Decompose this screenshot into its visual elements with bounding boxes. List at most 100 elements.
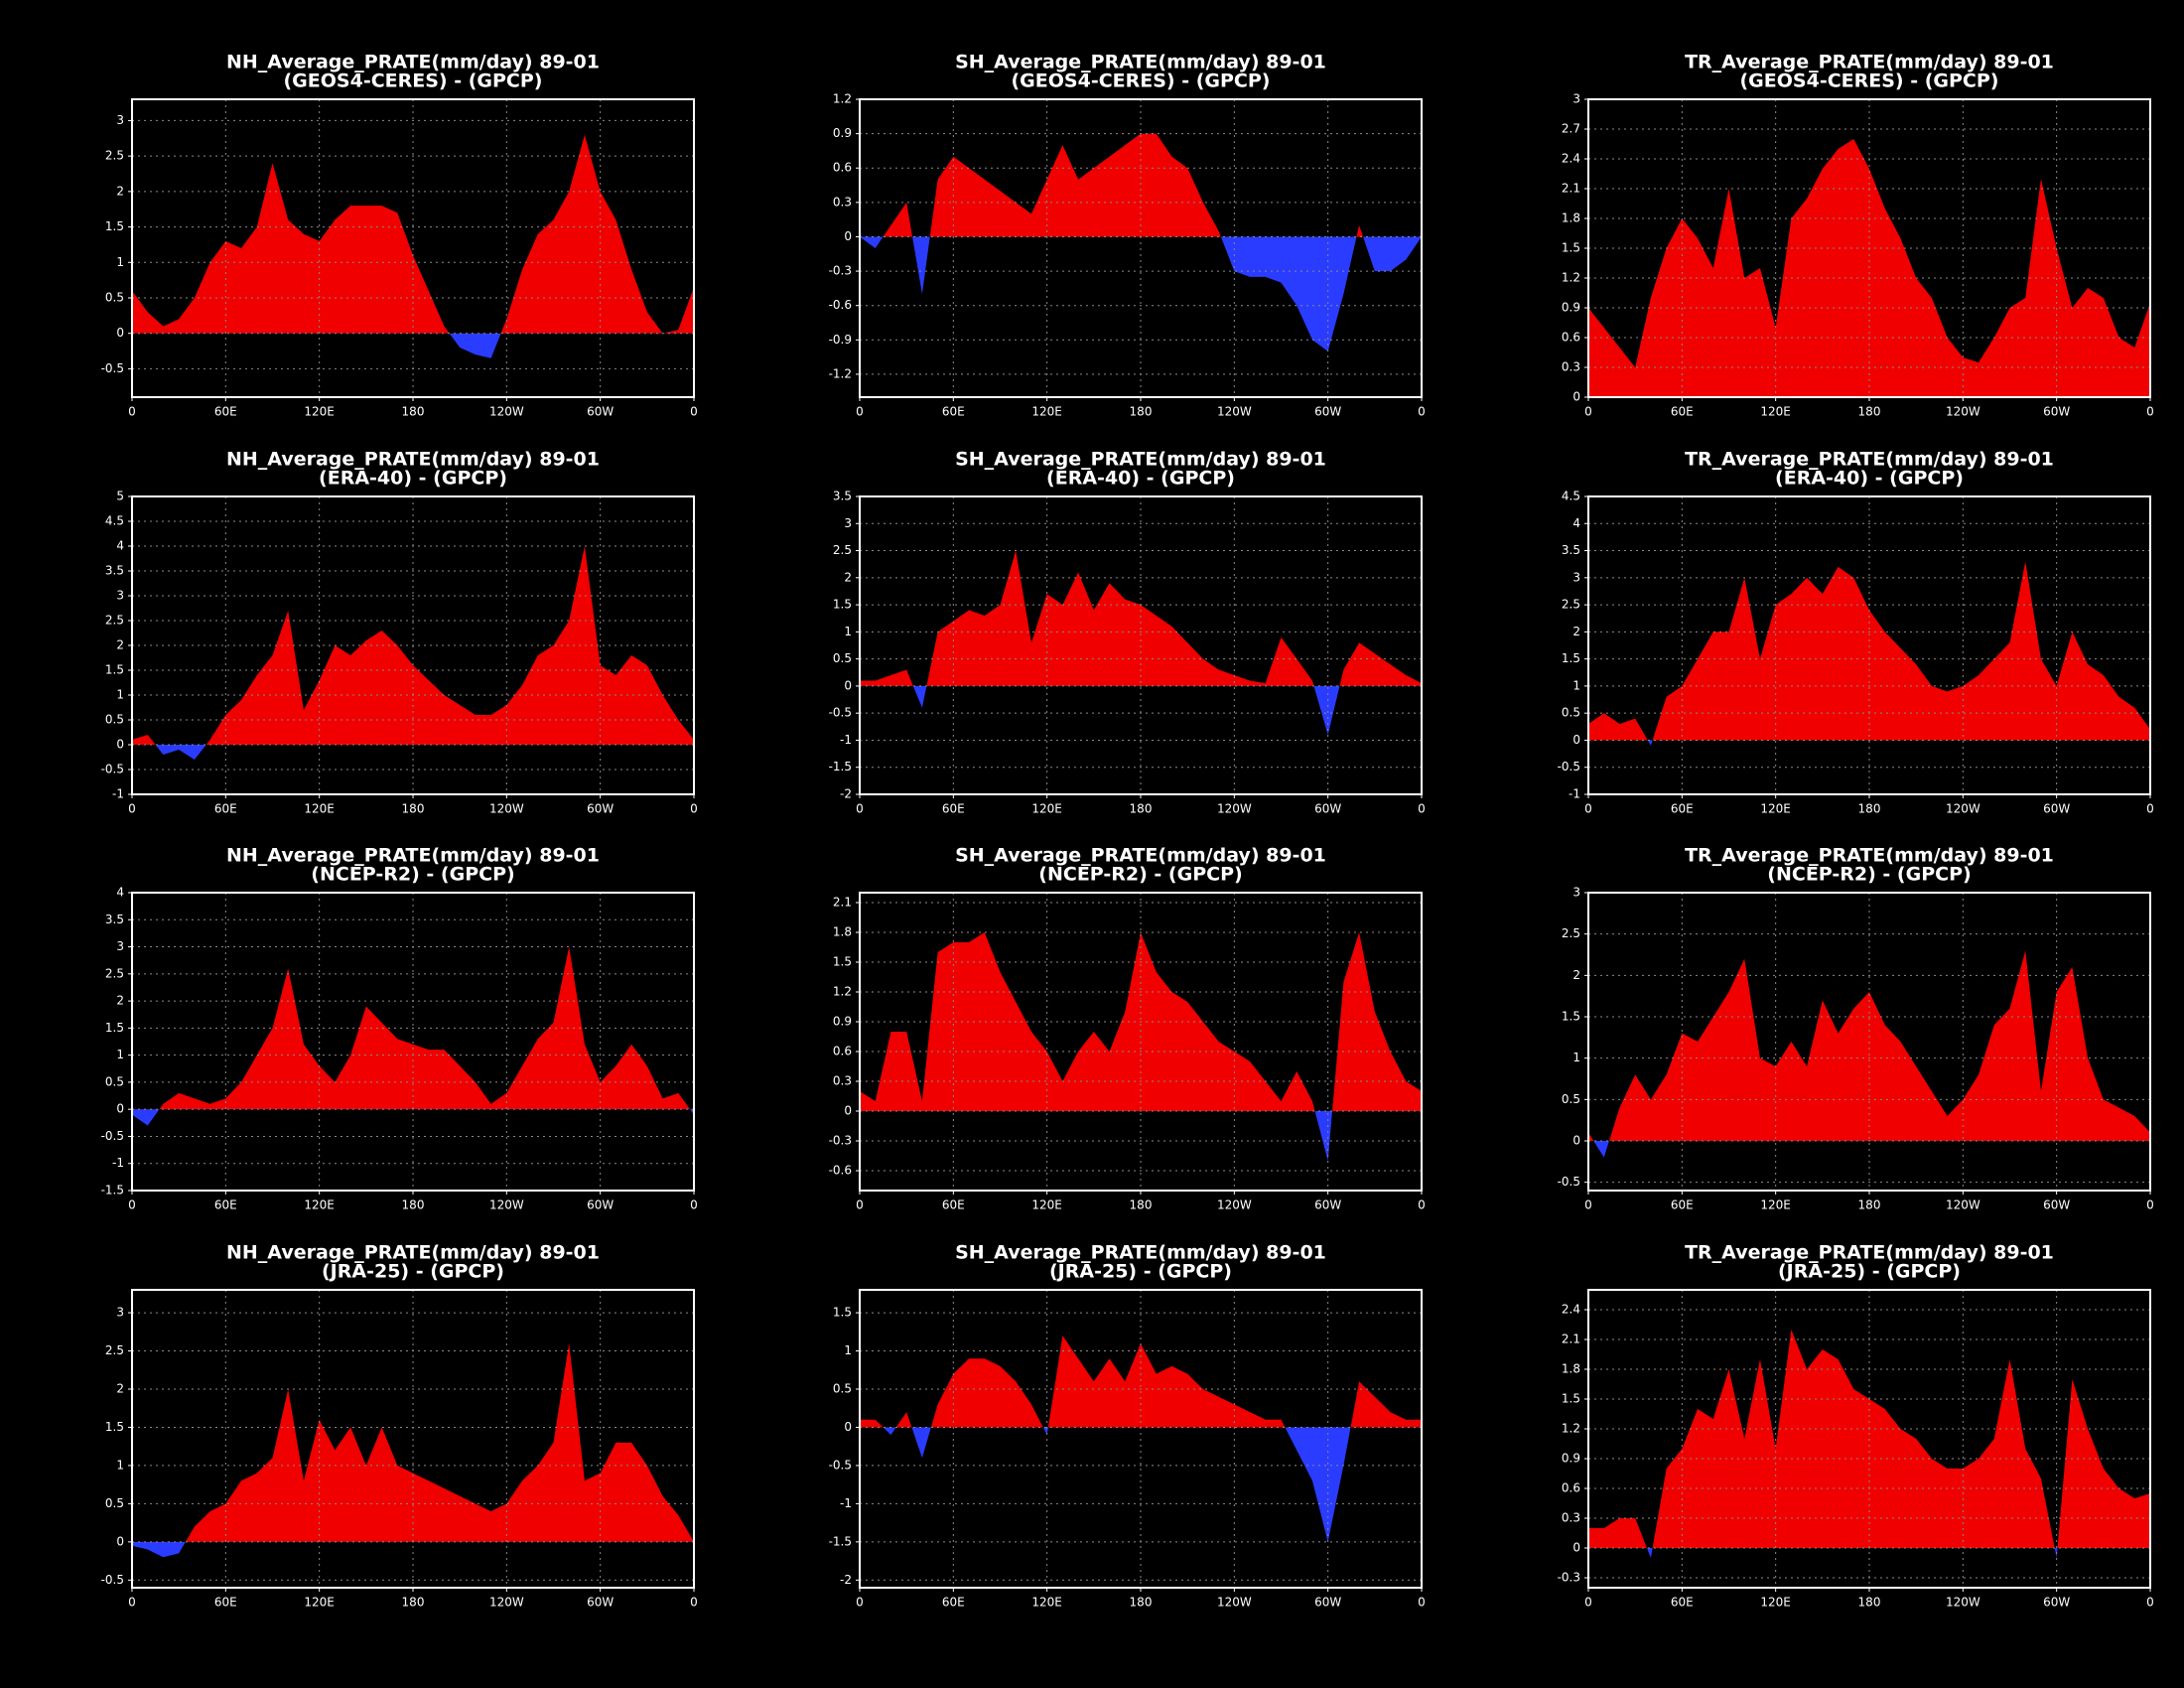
y-tick-label: 1.5 bbox=[1562, 651, 1580, 665]
x-tick-label: 120W bbox=[1217, 1198, 1252, 1212]
panel: TR_Average_PRATE(mm/day) 89-01(ERA-40) -… bbox=[1558, 449, 2154, 816]
x-tick-label: 60E bbox=[1671, 802, 1694, 816]
y-tick-label: 2 bbox=[1572, 625, 1580, 638]
x-tick-label: 0 bbox=[856, 1596, 864, 1610]
positive-area bbox=[1588, 561, 2150, 741]
chart-subtitle: (JRA-25) - (GPCP) bbox=[322, 1261, 504, 1283]
x-tick-label: 0 bbox=[856, 405, 864, 419]
y-tick-label: -0.5 bbox=[1558, 760, 1580, 774]
x-tick-label: 120E bbox=[1031, 1198, 1062, 1212]
x-tick-label: 0 bbox=[2146, 1198, 2154, 1212]
y-tick-label: 1.5 bbox=[1562, 1392, 1580, 1406]
y-tick-label: 2 bbox=[1572, 968, 1580, 982]
y-tick-label: 0 bbox=[1572, 1134, 1580, 1148]
x-tick-label: 120E bbox=[1031, 802, 1062, 816]
x-tick-label: 60E bbox=[1671, 1198, 1694, 1212]
y-tick-label: 0.5 bbox=[105, 1496, 124, 1510]
plot-frame bbox=[131, 495, 695, 795]
y-tick-label: 1 bbox=[116, 1458, 124, 1472]
y-tick-label: -0.6 bbox=[829, 298, 852, 312]
y-tick-label: 0.5 bbox=[833, 1382, 852, 1396]
x-tick-label: 180 bbox=[402, 1198, 425, 1212]
panel: SH_Average_PRATE(mm/day) 89-01(ERA-40) -… bbox=[829, 449, 1426, 816]
positive-area bbox=[132, 546, 694, 745]
x-tick-label: 0 bbox=[2146, 1596, 2154, 1610]
positive-area bbox=[132, 946, 694, 1110]
x-tick-label: 60E bbox=[942, 802, 965, 816]
y-tick-label: 1.2 bbox=[833, 92, 852, 106]
y-tick-label: 2 bbox=[844, 570, 852, 584]
y-tick-label: -2 bbox=[840, 1573, 852, 1587]
x-tick-label: 0 bbox=[1418, 802, 1426, 816]
y-tick-label: -0.5 bbox=[829, 706, 852, 720]
x-tick-label: 120W bbox=[1946, 1596, 1980, 1610]
chart-title: TR_Average_PRATE(mm/day) 89-01 bbox=[1685, 449, 2054, 471]
x-tick-label: 60W bbox=[1314, 1596, 1341, 1610]
y-tick-label: 3 bbox=[116, 589, 124, 603]
y-tick-label: 1.5 bbox=[105, 1021, 124, 1035]
y-tick-label: 2.4 bbox=[1562, 1303, 1580, 1317]
y-tick-label: 4.5 bbox=[1562, 490, 1580, 503]
y-tick-label: -0.9 bbox=[829, 333, 852, 347]
y-tick-label: 1.8 bbox=[1562, 211, 1580, 225]
negative-area bbox=[860, 236, 1422, 352]
y-tick-label: -1 bbox=[840, 733, 852, 747]
chart-subtitle: (GEOS4-CERES) - (GPCP) bbox=[1012, 70, 1271, 92]
y-tick-label: 3 bbox=[116, 939, 124, 953]
y-tick-label: -1.5 bbox=[101, 1184, 124, 1197]
chart-subtitle: (GEOS4-CERES) - (GPCP) bbox=[1740, 70, 1999, 92]
x-tick-label: 120W bbox=[489, 1198, 524, 1212]
x-tick-label: 60E bbox=[942, 1596, 965, 1610]
y-tick-label: 0.5 bbox=[105, 1074, 124, 1088]
x-tick-label: 180 bbox=[402, 405, 425, 419]
x-tick-label: 120W bbox=[1217, 1596, 1252, 1610]
y-tick-label: 3.5 bbox=[833, 490, 852, 503]
y-tick-label: 1.5 bbox=[833, 1306, 852, 1320]
panel: SH_Average_PRATE(mm/day) 89-01(NCEP-R2) … bbox=[829, 845, 1426, 1212]
y-tick-label: 4 bbox=[1572, 516, 1580, 530]
x-tick-label: 120W bbox=[1946, 405, 1980, 419]
y-tick-label: 2.5 bbox=[105, 1343, 124, 1357]
x-tick-label: 60W bbox=[587, 1198, 614, 1212]
plot-frame bbox=[859, 1289, 1423, 1589]
y-tick-label: 3 bbox=[116, 1306, 124, 1320]
y-tick-label: -0.5 bbox=[101, 763, 124, 776]
y-tick-label: 2 bbox=[116, 184, 124, 198]
y-tick-label: 1 bbox=[844, 625, 852, 638]
plot-frame bbox=[1587, 98, 2151, 398]
chart-subtitle: (NCEP-R2) - (GPCP) bbox=[1038, 864, 1242, 886]
x-tick-label: 0 bbox=[1584, 802, 1592, 816]
y-tick-label: 1.5 bbox=[105, 663, 124, 677]
y-tick-label: 1 bbox=[844, 1343, 852, 1357]
x-tick-label: 0 bbox=[690, 1198, 698, 1212]
x-tick-label: 0 bbox=[2146, 802, 2154, 816]
x-tick-label: 60W bbox=[2043, 802, 2070, 816]
y-tick-label: 1.2 bbox=[833, 985, 852, 999]
x-tick-label: 180 bbox=[1858, 405, 1881, 419]
chart-title: TR_Average_PRATE(mm/day) 89-01 bbox=[1685, 1242, 2054, 1264]
y-tick-label: 1.5 bbox=[105, 219, 124, 233]
y-tick-label: 2.7 bbox=[1562, 122, 1580, 136]
y-tick-label: 5 bbox=[116, 490, 124, 503]
x-tick-label: 180 bbox=[1130, 1198, 1153, 1212]
y-tick-label: -0.5 bbox=[829, 1458, 852, 1472]
y-tick-label: 2 bbox=[116, 1382, 124, 1396]
chart-subtitle: (ERA-40) - (GPCP) bbox=[1046, 468, 1235, 490]
x-tick-label: 0 bbox=[2146, 405, 2154, 419]
y-tick-label: 3.5 bbox=[105, 913, 124, 926]
y-tick-label: 3 bbox=[1572, 570, 1580, 584]
y-tick-label: 0 bbox=[116, 326, 124, 340]
y-tick-label: 0.9 bbox=[1562, 1452, 1580, 1466]
plot-frame bbox=[131, 98, 695, 398]
plot-frame bbox=[1587, 1289, 2151, 1589]
plot-frame bbox=[1587, 892, 2151, 1192]
y-tick-label: 1.5 bbox=[833, 598, 852, 612]
x-tick-label: 60E bbox=[942, 405, 965, 419]
x-tick-label: 120W bbox=[1946, 1198, 1980, 1212]
y-tick-label: 1.2 bbox=[1562, 1422, 1580, 1436]
x-tick-label: 60W bbox=[1314, 1198, 1341, 1212]
chart-subtitle: (JRA-25) - (GPCP) bbox=[1049, 1261, 1232, 1283]
x-tick-label: 0 bbox=[128, 1198, 136, 1212]
